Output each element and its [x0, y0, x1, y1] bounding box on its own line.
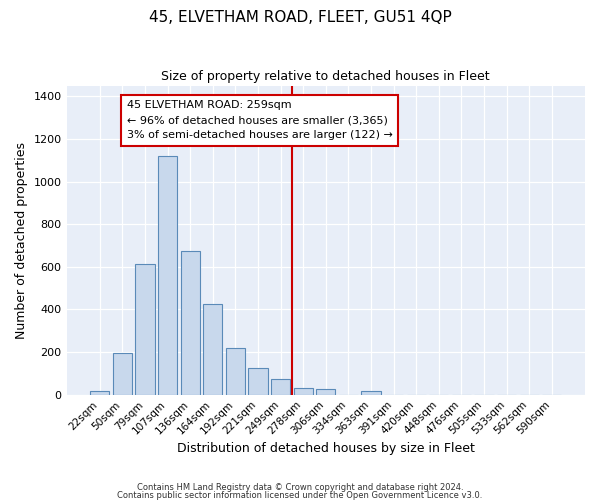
Bar: [203, 304, 223, 394]
Text: 45 ELVETHAM ROAD: 259sqm
← 96% of detached houses are smaller (3,365)
3% of semi: 45 ELVETHAM ROAD: 259sqm ← 96% of detach…: [127, 100, 393, 140]
Bar: [271, 378, 290, 394]
Y-axis label: Number of detached properties: Number of detached properties: [15, 142, 28, 338]
Bar: [248, 368, 268, 394]
Text: 45, ELVETHAM ROAD, FLEET, GU51 4QP: 45, ELVETHAM ROAD, FLEET, GU51 4QP: [149, 10, 451, 25]
Bar: [90, 391, 109, 394]
Bar: [136, 264, 155, 394]
Bar: [158, 156, 177, 394]
Text: Contains HM Land Registry data © Crown copyright and database right 2024.: Contains HM Land Registry data © Crown c…: [137, 484, 463, 492]
Bar: [113, 353, 132, 395]
Bar: [226, 348, 245, 395]
Bar: [181, 251, 200, 394]
Text: Contains public sector information licensed under the Open Government Licence v3: Contains public sector information licen…: [118, 490, 482, 500]
Bar: [316, 389, 335, 394]
Title: Size of property relative to detached houses in Fleet: Size of property relative to detached ho…: [161, 70, 490, 83]
Bar: [293, 388, 313, 394]
Bar: [361, 391, 380, 394]
X-axis label: Distribution of detached houses by size in Fleet: Distribution of detached houses by size …: [177, 442, 475, 455]
